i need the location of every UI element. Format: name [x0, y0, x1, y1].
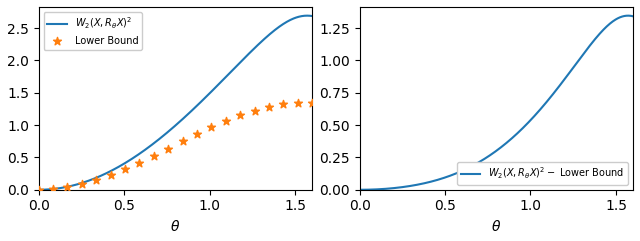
Lower Bound	[192, 132, 202, 136]
$W_2(X, R_\theta X)^2 -$ Lower Bound	[623, 14, 630, 17]
Lower Bound	[106, 173, 116, 177]
$W_2(X, R_\theta X)^2$	[303, 14, 311, 17]
$W_2(X, R_\theta X)^2$	[183, 114, 191, 117]
Lower Bound	[120, 167, 130, 171]
$W_2(X, R_\theta X)^2 -$ Lower Bound	[486, 154, 493, 157]
Lower Bound	[62, 185, 72, 189]
$W_2(X, R_\theta X)^2 -$ Lower Bound	[580, 52, 588, 55]
$W_2(X, R_\theta X)^2$	[164, 130, 172, 133]
Lower Bound	[33, 188, 44, 192]
$W_2(X, R_\theta X)^2 -$ Lower Bound	[487, 153, 495, 156]
$W_2(X, R_\theta X)^2$	[198, 100, 205, 103]
Legend: $W_2(X, R_\theta X)^2$, Lower Bound: $W_2(X, R_\theta X)^2$, Lower Bound	[44, 12, 142, 50]
X-axis label: $\theta$: $\theta$	[492, 219, 501, 234]
Lower Bound	[221, 119, 231, 123]
$W_2(X, R_\theta X)^2 -$ Lower Bound	[624, 14, 632, 17]
Lower Bound	[250, 109, 260, 113]
Lower Bound	[307, 101, 317, 105]
Lower Bound	[206, 125, 216, 129]
$W_2(X, R_\theta X)^2$	[166, 128, 174, 131]
$W_2(X, R_\theta X)^2$	[308, 15, 316, 18]
Lower Bound	[134, 161, 145, 165]
Line: $W_2(X, R_\theta X)^2 -$ Lower Bound: $W_2(X, R_\theta X)^2 -$ Lower Bound	[360, 16, 633, 190]
Lower Bound	[292, 101, 303, 105]
Lower Bound	[91, 178, 101, 182]
Lower Bound	[163, 147, 173, 151]
Lower Bound	[148, 154, 159, 158]
Lower Bound	[48, 187, 58, 191]
$W_2(X, R_\theta X)^2 -$ Lower Bound	[518, 127, 526, 130]
$W_2(X, R_\theta X)^2$	[259, 39, 267, 42]
Line: $W_2(X, R_\theta X)^2$: $W_2(X, R_\theta X)^2$	[38, 16, 312, 190]
Lower Bound	[264, 105, 274, 109]
X-axis label: $\theta$: $\theta$	[170, 219, 180, 234]
$W_2(X, R_\theta X)^2 -$ Lower Bound	[504, 141, 511, 143]
Lower Bound	[235, 114, 245, 117]
$W_2(X, R_\theta X)^2 -$ Lower Bound	[629, 15, 637, 18]
Lower Bound	[77, 182, 87, 186]
$W_2(X, R_\theta X)^2$	[301, 14, 309, 17]
Legend: $W_2(X, R_\theta X)^2 -$ Lower Bound: $W_2(X, R_\theta X)^2 -$ Lower Bound	[457, 162, 628, 185]
Lower Bound	[177, 139, 188, 143]
$W_2(X, R_\theta X)^2 -$ Lower Bound	[356, 188, 364, 191]
Lower Bound	[278, 102, 289, 106]
$W_2(X, R_\theta X)^2$	[35, 188, 42, 191]
